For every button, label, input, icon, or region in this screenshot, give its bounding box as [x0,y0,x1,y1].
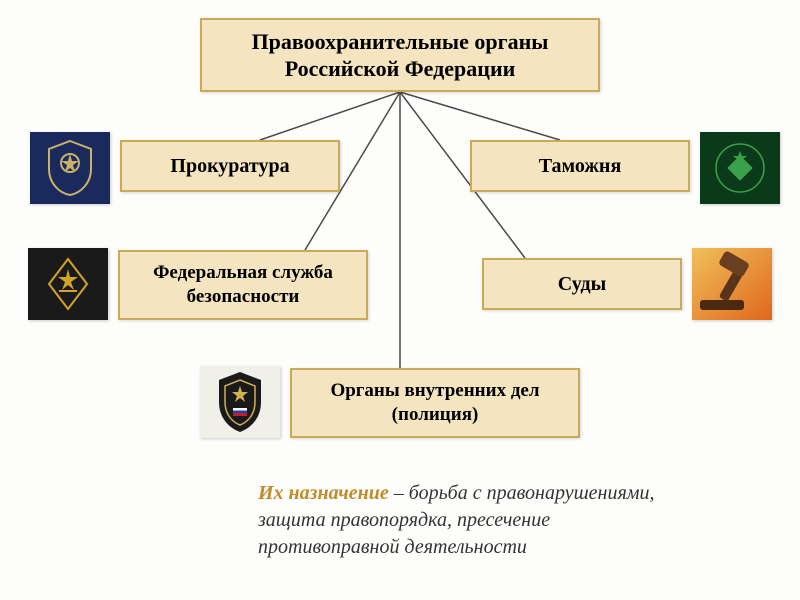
connector-prosecutor [260,92,400,140]
emblem-customs-icon [700,132,780,204]
footer-rest3: противоправной деятельности [258,536,527,558]
node-label-fsb: Федеральная службабезопасности [153,261,333,309]
root-line2: Российской Федерации [285,56,516,81]
root-label: Правоохранительные органы Российской Фед… [252,28,549,83]
node-label-courts: Суды [558,272,606,297]
node-courts: Суды [482,258,682,310]
footer-accent: Их назначение [258,482,389,504]
node-label-prosecutor: Прокуратура [170,154,289,179]
node-customs: Таможня [470,140,690,192]
node-label-police: Органы внутренних дел(полиция) [330,379,539,427]
footer-rest2: защита правопорядка, пресечение [258,509,550,531]
footer-rest1: – борьба с правонарушениями, [389,482,655,504]
node-fsb: Федеральная службабезопасности [118,250,368,320]
root-node: Правоохранительные органы Российской Фед… [200,18,600,92]
emblem-prosecutor-icon [30,132,110,204]
node-police: Органы внутренних дел(полиция) [290,368,580,438]
emblem-police-icon [200,366,280,438]
node-prosecutor: Прокуратура [120,140,340,192]
root-line1: Правоохранительные органы [252,29,549,54]
connector-customs [400,92,560,140]
node-label-customs: Таможня [539,154,622,179]
footer-caption: Их назначение – борьба с правонарушениям… [258,480,778,561]
emblem-fsb-icon [28,248,108,320]
emblem-courts-icon [692,248,772,320]
